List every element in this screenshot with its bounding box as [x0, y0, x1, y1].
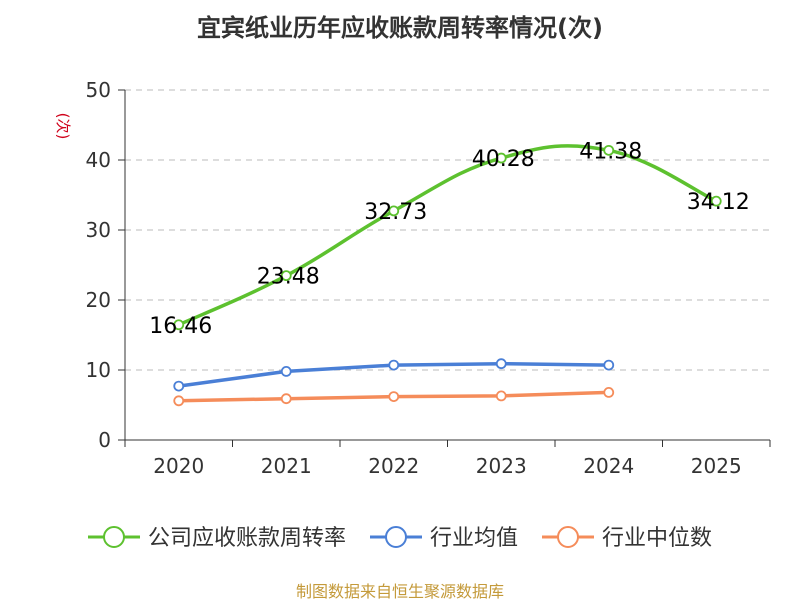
y-tick-label: 30: [86, 218, 111, 242]
data-point-industry_avg: [388, 359, 400, 371]
y-tick-label: 10: [86, 358, 111, 382]
data-point-industry_median: [388, 391, 400, 403]
data-point-industry_median: [603, 386, 615, 398]
data-labels: 16.46 23.48 32.73 40.28 41.38 34.12: [149, 139, 749, 338]
series-lines: [173, 144, 722, 407]
data-point-company: [710, 195, 722, 207]
legend-symbol-marker: [103, 526, 125, 548]
data-point-industry_avg: [495, 358, 507, 370]
x-tick-label: 2023: [476, 454, 527, 478]
data-point-industry_avg: [280, 365, 292, 377]
data-point-industry_median: [495, 390, 507, 402]
data-point-company: [388, 205, 400, 217]
data-label-company: 34.12: [687, 190, 750, 215]
legend-label-industry_avg: 行业均值: [430, 526, 518, 551]
source-note: 制图数据来自恒生聚源数据库: [295, 582, 504, 601]
data-point-industry_median: [173, 395, 185, 407]
legend-symbol-marker: [557, 526, 579, 548]
grid-lines: [125, 89, 770, 371]
data-point-company: [173, 319, 185, 331]
x-tick-label: 2020: [153, 454, 204, 478]
axes: 0 10 20 30 40 50 2020 2021 2022 2023 2024 2025: [86, 78, 771, 478]
y-tick-label: 50: [86, 78, 111, 102]
data-point-company: [280, 270, 292, 282]
x-tick-label: 2021: [261, 454, 312, 478]
chart-title: 宜宾纸业历年应收账款周转率情况(次): [197, 14, 603, 42]
y-tick-label: 20: [86, 288, 111, 312]
y-axis-label: (次): [54, 113, 72, 140]
x-tick-label: 2024: [583, 454, 634, 478]
data-label-company: 16.46: [149, 314, 212, 339]
data-label-company: 41.38: [579, 139, 642, 164]
data-point-industry_avg: [173, 380, 185, 392]
data-label-company: 23.48: [257, 265, 320, 290]
legend-label-company: 公司应收账款周转率: [148, 526, 346, 551]
data-point-industry_avg: [603, 359, 615, 371]
x-tick-label: 2025: [691, 454, 742, 478]
data-point-company: [495, 152, 507, 164]
data-point-industry_median: [280, 393, 292, 405]
y-tick-label: 40: [86, 148, 111, 172]
legend-label-industry_median: 行业中位数: [602, 526, 712, 551]
legend-symbol-marker: [385, 526, 407, 548]
data-label-company: 40.28: [472, 147, 535, 172]
legend: 公司应收账款周转率 行业均值 行业中位数: [88, 526, 712, 551]
y-tick-label: 0: [98, 428, 111, 452]
series-line-company: [178, 144, 717, 327]
data-label-company: 32.73: [364, 200, 427, 225]
x-tick-label: 2022: [368, 454, 419, 478]
data-point-company: [603, 144, 615, 156]
